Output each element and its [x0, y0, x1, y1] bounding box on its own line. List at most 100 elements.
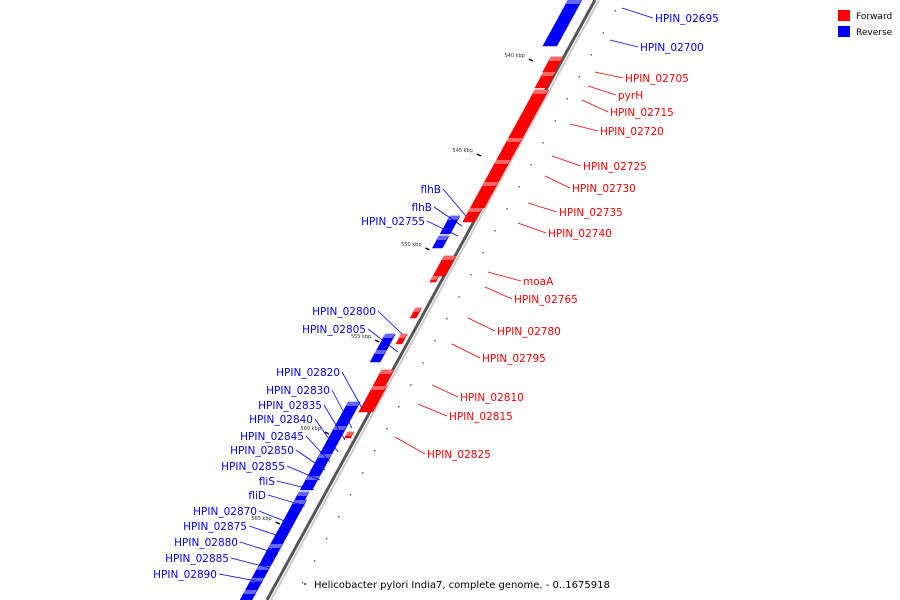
- gene-block-reverse-bevel: [382, 334, 396, 338]
- gene-label-forward: HPIN_02715: [610, 107, 674, 119]
- gene-label-reverse: HPIN_02845: [240, 431, 304, 443]
- label-leader: [451, 343, 481, 359]
- tick-dot: [434, 340, 436, 342]
- label-leader: [239, 541, 279, 555]
- gene-label-reverse: HPIN_02885: [165, 553, 229, 565]
- tick-dot: [301, 582, 304, 584]
- gene-block-reverse-bevel: [435, 236, 449, 240]
- tick-dot: [542, 142, 544, 144]
- gene-label-forward: HPIN_02740: [548, 228, 612, 240]
- scale-tick: [324, 431, 330, 435]
- label-leader: [267, 494, 306, 507]
- gene-label-forward: HPIN_02720: [600, 126, 664, 138]
- gene-block-forward-bevel: [540, 72, 556, 76]
- tick-dot: [374, 450, 376, 452]
- gene-block-forward-bevel: [398, 334, 408, 338]
- gene-block-reverse-bevel: [296, 492, 310, 496]
- gene-label-reverse: flhB: [412, 202, 432, 214]
- label-leader: [517, 222, 547, 234]
- tick-dot: [386, 428, 388, 430]
- gene-label-reverse: HPIN_02835: [258, 400, 322, 412]
- legend-label: Reverse: [856, 28, 893, 38]
- label-leader: [581, 99, 609, 113]
- gene-label-forward: HPIN_02765: [514, 294, 578, 306]
- tick-dot: [530, 164, 532, 166]
- scale-label: 565 kbp: [251, 516, 271, 522]
- gene-block-reverse[interactable]: [542, 0, 583, 47]
- tick-dot: [518, 186, 520, 188]
- tick-dot: [337, 516, 340, 518]
- gene-block-forward-bevel: [430, 276, 440, 280]
- label-leader: [417, 403, 448, 417]
- tick-dot: [494, 230, 496, 232]
- gene-label-reverse: fliD: [248, 490, 266, 502]
- scale-label: 550 kbp: [401, 242, 421, 248]
- tick-dot: [482, 252, 484, 254]
- gene-block-reverse-bevel: [267, 544, 283, 548]
- label-leader: [426, 220, 459, 237]
- tick-dot: [446, 318, 448, 320]
- gene-label-reverse: HPIN_02880: [174, 537, 238, 549]
- tick-dot: [590, 54, 592, 56]
- gene-label-forward: HPIN_02815: [449, 411, 513, 423]
- gene-block-forward[interactable]: [508, 89, 550, 139]
- legend-swatch: [838, 10, 850, 21]
- tick-dot: [578, 76, 580, 78]
- gene-block-reverse[interactable]: [319, 425, 348, 455]
- gene-block-reverse-bevel: [446, 216, 460, 220]
- tick-dot: [470, 274, 472, 276]
- gene-label-reverse: HPIN_02830: [266, 385, 330, 397]
- gene-label-forward: HPIN_02810: [460, 392, 524, 404]
- genome-axis-shadow: [270, 0, 600, 600]
- label-leader: [331, 389, 353, 429]
- label-leader: [544, 175, 571, 189]
- label-leader: [433, 206, 463, 227]
- gene-block-forward-bevel: [481, 182, 499, 186]
- scale-label: 540 kbp: [504, 53, 524, 59]
- gene-block-reverse-bevel: [565, 0, 582, 4]
- gene-block-reverse-bevel: [242, 590, 258, 594]
- gene-label-reverse: HPIN_02840: [249, 414, 313, 426]
- tick-dot: [398, 406, 400, 408]
- gene-label-reverse: HPIN_02870: [193, 506, 257, 518]
- label-leader: [305, 435, 331, 463]
- label-leader: [484, 286, 513, 300]
- label-leader: [276, 480, 315, 491]
- gene-block-forward-bevel: [547, 57, 563, 61]
- label-leader: [394, 436, 426, 455]
- label-leader: [487, 271, 522, 282]
- label-leader: [286, 465, 321, 481]
- tick-dot: [410, 384, 412, 386]
- gene-label-reverse: HPIN_02820: [276, 367, 340, 379]
- label-leader: [442, 188, 467, 217]
- gene-label-reverse: HPIN_02695: [655, 13, 719, 25]
- gene-label-forward: pyrH: [618, 90, 643, 102]
- legend-label: Forward: [856, 12, 892, 22]
- label-leader: [594, 71, 624, 79]
- scale-label: 555 kbp: [351, 334, 371, 340]
- label-leader: [341, 371, 363, 409]
- scale-tick: [374, 339, 380, 343]
- tick-dot: [566, 98, 568, 100]
- gene-label-reverse: HPIN_02855: [221, 461, 285, 473]
- label-leader: [367, 328, 399, 353]
- tick-dot: [602, 32, 605, 34]
- label-leader: [323, 404, 346, 441]
- label-leader: [248, 525, 286, 539]
- gene-block-forward-bevel: [412, 308, 422, 312]
- gene-label-reverse: HPIN_02875: [183, 521, 247, 533]
- label-leader: [431, 384, 459, 398]
- gene-block-reverse-bevel: [345, 402, 361, 406]
- gene-label-reverse: HPIN_02800: [312, 306, 376, 318]
- tick-dot: [349, 494, 352, 496]
- gene-block-forward-bevel: [467, 208, 483, 212]
- label-leader: [569, 123, 599, 132]
- label-leader: [551, 155, 582, 167]
- label-leader: [587, 85, 617, 96]
- gene-label-reverse: HPIN_02890: [153, 569, 217, 581]
- label-leader: [314, 418, 339, 453]
- label-leader: [527, 202, 558, 213]
- gene-block-forward-bevel: [378, 370, 394, 374]
